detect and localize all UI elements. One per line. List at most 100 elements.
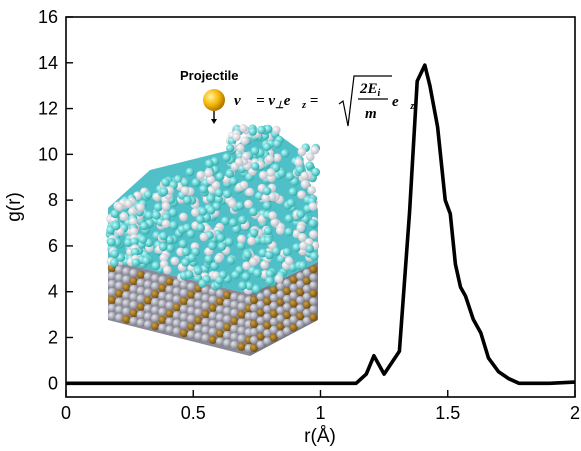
y-tick-label: 10 [38,144,58,164]
atom-sphere [270,218,280,227]
atom-sphere [308,219,318,228]
atom-sphere [129,300,138,310]
atom-sphere [201,325,210,335]
atom-sphere [245,187,255,197]
atom-sphere [211,181,221,190]
atom-sphere [256,332,265,341]
atom-sphere [129,316,138,326]
atom-sphere [250,304,258,312]
atom-sphere [250,146,260,156]
atom-sphere [215,172,225,181]
y-axis-label: g(r) [4,192,25,222]
atom-sphere [294,158,303,167]
atom-sphere [210,261,219,271]
atom-sphere [161,178,170,187]
x-tick-label: 2 [570,403,580,423]
atom-sphere [185,167,195,177]
atom-sphere [158,291,167,301]
atom-sphere [130,247,140,257]
atom-sphere [230,308,239,318]
atom-sphere [215,289,225,298]
atom-sphere [263,297,272,306]
atom-sphere [144,211,154,220]
atom-sphere [159,253,169,262]
atom-sphere [165,293,174,302]
atom-sphere [172,311,181,320]
atom-sphere [309,230,318,239]
atom-sphere [262,186,272,196]
atom-sphere [296,312,305,321]
atom-sphere [309,281,318,290]
atom-sphere [179,280,189,290]
atom-sphere [169,221,178,230]
atom-sphere [261,193,271,203]
atom-sphere [122,267,131,276]
atom-sphere [158,283,167,293]
atom-sphere [119,212,129,221]
atom-sphere [237,326,246,335]
atom-sphere [237,334,246,343]
svg-text:2Ei: 2Ei [359,81,381,99]
atom-sphere [179,312,189,322]
atom-sphere [249,257,258,267]
atom-sphere [136,278,145,287]
atom-sphere [194,316,203,325]
atom-sphere [289,291,298,300]
atom-sphere [129,268,138,278]
x-tick-label: 0.5 [181,403,206,423]
atom-sphere [215,337,225,346]
atom-sphere [223,331,232,340]
atom-sphere [136,270,145,279]
atom-sphere [178,239,188,249]
atom-sphere [256,340,265,349]
atom-sphere [242,261,251,271]
atom-sphere [122,299,131,308]
atom-sphere [266,168,276,177]
atom-sphere [208,303,217,312]
atom-sphere [129,292,138,302]
atom-sphere [237,294,246,303]
atom-sphere [172,287,181,296]
atom-sphere [264,124,273,134]
atom-sphere [180,186,190,195]
atom-sphere [283,279,291,287]
atom-sphere [151,314,160,323]
atom-sphere [138,235,148,244]
atom-sphere [223,291,232,300]
atom-sphere [265,154,274,164]
atom-spheres [105,124,321,353]
atom-sphere [230,300,239,310]
atom-sphere [272,125,281,135]
atom-sphere [237,234,246,244]
atom-sphere [165,309,174,318]
arrow-head-icon [211,119,217,124]
atom-sphere [239,180,249,190]
atom-sphere [187,253,197,263]
atom-sphere [283,311,291,319]
y-tick-label: 4 [48,282,58,302]
atom-sphere [115,297,124,306]
atom-sphere [265,276,275,286]
atom-sphere [269,325,278,334]
atom-sphere [225,169,234,178]
atom-sphere [309,289,318,298]
atom-sphere [159,231,168,241]
atom-sphere [283,295,291,303]
atom-sphere [179,304,189,314]
atom-sphere [187,306,196,315]
atom-sphere [111,221,121,231]
atom-sphere [230,292,239,302]
atom-sphere [235,201,245,211]
y-tick-label: 0 [48,373,58,393]
atom-sphere [263,313,272,322]
atom-sphere [236,241,246,250]
atom-sphere [216,233,226,243]
atom-sphere [296,320,305,329]
atom-sphere [264,236,273,245]
atom-sphere [110,249,120,258]
atom-sphere [223,323,232,332]
atom-sphere [296,288,305,297]
projectile-label: Projectile [180,68,239,83]
atom-sphere [181,247,191,257]
